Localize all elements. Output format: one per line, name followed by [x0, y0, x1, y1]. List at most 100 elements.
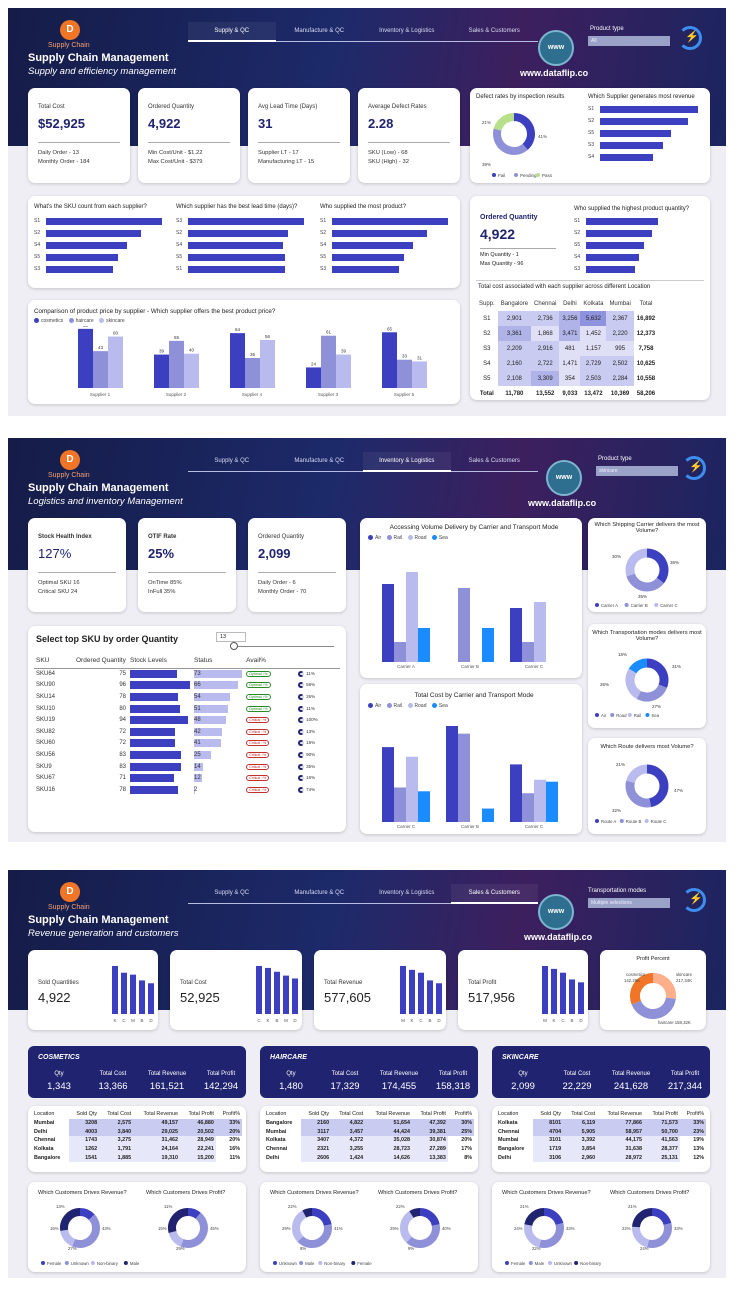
- category-location-card: Location Sold Qty Total Cost Total Revenue T…: [492, 1106, 710, 1172]
- legend-dot: [90, 1261, 95, 1265]
- bar-row: S2: [34, 228, 164, 240]
- bar-row: S1: [588, 104, 700, 116]
- product-type-select[interactable]: skincare: [596, 466, 678, 476]
- tab-manufacture-qc[interactable]: Manufacture & QC: [275, 22, 363, 42]
- table-row: Chennai 1743 3,275 31,462 28,949 20%: [32, 1136, 242, 1145]
- slider-handle[interactable]: [230, 642, 238, 650]
- avail-cell: 100%: [296, 714, 340, 726]
- stock-cell: 42: [192, 726, 244, 738]
- qty-bar-cell: [128, 749, 192, 761]
- bar[interactable]: [332, 242, 414, 249]
- status-cell: Optimal ↑%: [244, 703, 296, 715]
- avail-ring-icon: [298, 705, 305, 712]
- table-cell: 3,457: [331, 1127, 366, 1137]
- table-row[interactable]: SKU67 71 12 Critical ↑% 16%: [34, 772, 340, 784]
- refresh-icon[interactable]: ⚡: [682, 888, 706, 912]
- legend-dot: [645, 713, 650, 717]
- bar[interactable]: [600, 154, 653, 161]
- bar[interactable]: [46, 266, 114, 273]
- bar-row: S4: [176, 240, 306, 252]
- bar[interactable]: [586, 266, 635, 273]
- bar[interactable]: [600, 142, 663, 149]
- tab-sales-customers[interactable]: Sales & Customers: [450, 884, 538, 904]
- table-row[interactable]: SKU90 96 66 Optimal ↑% 56%: [34, 680, 340, 692]
- table-row[interactable]: SKU56 83 25 Critical ↑% 90%: [34, 749, 340, 761]
- table-cell: 33%: [679, 1118, 706, 1128]
- chart-title: Which supplier has the best lead time (d…: [176, 204, 298, 210]
- table-row: S2 3,361 1,868 3,471 1,452 2,220 12,373: [476, 326, 658, 341]
- table-header-row: SKU Ordered Quantity Stock Levels Status Ava…: [34, 654, 340, 668]
- avail-ring-icon: [298, 717, 305, 724]
- bar[interactable]: [332, 254, 404, 261]
- table-cell: Kolkata: [266, 1137, 286, 1144]
- table-row[interactable]: SKU10 80 51 Optimal ↑% 11%: [34, 703, 340, 715]
- website-link[interactable]: www.dataflip.co: [524, 932, 593, 942]
- transport-mode-select[interactable]: Multiple selections: [588, 898, 670, 908]
- chart-label: 43%: [102, 1226, 111, 1231]
- chart-label: haircare 158,32K: [658, 1020, 691, 1025]
- tab-supply-qc[interactable]: Supply & QC: [188, 22, 276, 42]
- table-row[interactable]: SKU82 72 42 Critical ↑% 13%: [34, 726, 340, 738]
- tab-manufacture-qc[interactable]: Manufacture & QC: [275, 452, 363, 472]
- bar[interactable]: [600, 106, 698, 113]
- category-metric-label: Qty: [518, 1071, 528, 1077]
- chart-label: 8%: [300, 1246, 306, 1251]
- globe-icon: www: [546, 460, 582, 496]
- bar[interactable]: [188, 254, 286, 261]
- bar: [121, 972, 127, 1014]
- product-type-select[interactable]: All: [588, 36, 670, 46]
- donut-percent-label: 16%: [618, 652, 627, 657]
- bar[interactable]: [586, 254, 640, 261]
- bar[interactable]: [46, 254, 118, 261]
- page-subtitle: Supply and efficiency management: [28, 66, 176, 77]
- tab-manufacture-qc[interactable]: Manufacture & QC: [275, 884, 363, 904]
- sku-count-input[interactable]: 13: [216, 632, 246, 642]
- table-row[interactable]: SKU16 78 2 Critical ↑% 74%: [34, 784, 340, 796]
- refresh-icon[interactable]: ⚡: [682, 456, 706, 480]
- table-header-cell: Total Cost: [571, 1111, 596, 1118]
- tab-supply-qc[interactable]: Supply & QC: [188, 884, 276, 904]
- tab-inventory-logistics[interactable]: Inventory & Logistics: [363, 22, 451, 42]
- bar-row: S5: [320, 252, 450, 264]
- table-row[interactable]: SKU19 94 48 Critical ↑% 100%: [34, 714, 340, 726]
- bar-value-label: 60: [113, 331, 119, 336]
- sku-cell: SKU10: [36, 705, 56, 712]
- bar[interactable]: [586, 242, 644, 249]
- table-row[interactable]: SKU64 75 73 Optimal ↑% 11%: [34, 668, 340, 680]
- bar[interactable]: [46, 230, 142, 237]
- legend-label: Route A: [601, 819, 616, 824]
- tab-supply-qc[interactable]: Supply & QC: [188, 452, 276, 472]
- bar[interactable]: [332, 218, 448, 225]
- bar[interactable]: [586, 218, 658, 225]
- bar[interactable]: [188, 242, 284, 249]
- bar[interactable]: [600, 130, 671, 137]
- bar-value-label: 31: [417, 355, 423, 360]
- table-row[interactable]: SKU9 83 14 Critical ↑% 35%: [34, 761, 340, 773]
- website-link[interactable]: www.dataflip.co: [520, 68, 589, 78]
- refresh-icon[interactable]: ⚡: [678, 26, 702, 50]
- bar[interactable]: [46, 242, 128, 249]
- bar[interactable]: [586, 230, 653, 237]
- table-cell: S1: [483, 315, 491, 322]
- bar[interactable]: [188, 266, 286, 273]
- bar[interactable]: [188, 218, 304, 225]
- table-cell: 27,289: [412, 1144, 448, 1154]
- bar-category-label: S5: [176, 254, 183, 260]
- bar[interactable]: [600, 118, 689, 125]
- bar[interactable]: [332, 230, 428, 237]
- tab-inventory-logistics[interactable]: Inventory & Logistics: [363, 884, 451, 904]
- table-cell: 31,638: [597, 1144, 645, 1154]
- table-header-cell: Total Profit: [652, 1111, 678, 1118]
- tab-inventory-logistics[interactable]: Inventory & Logistics: [363, 452, 451, 472]
- bar[interactable]: [46, 218, 162, 225]
- bar[interactable]: [332, 266, 400, 273]
- table-row[interactable]: SKU14 78 54 Optimal ↑% 26%: [34, 691, 340, 703]
- table-cell: 2160: [301, 1118, 332, 1128]
- tab-sales-customers[interactable]: Sales & Customers: [450, 452, 538, 472]
- website-link[interactable]: www.dataflip.co: [528, 498, 597, 508]
- table-header-cell: SKU: [36, 657, 50, 665]
- table-row[interactable]: SKU60 72 41 Critical ↑% 16%: [34, 738, 340, 750]
- qty-bar: [130, 785, 179, 794]
- bar[interactable]: [188, 230, 288, 237]
- tab-sales-customers[interactable]: Sales & Customers: [450, 22, 538, 42]
